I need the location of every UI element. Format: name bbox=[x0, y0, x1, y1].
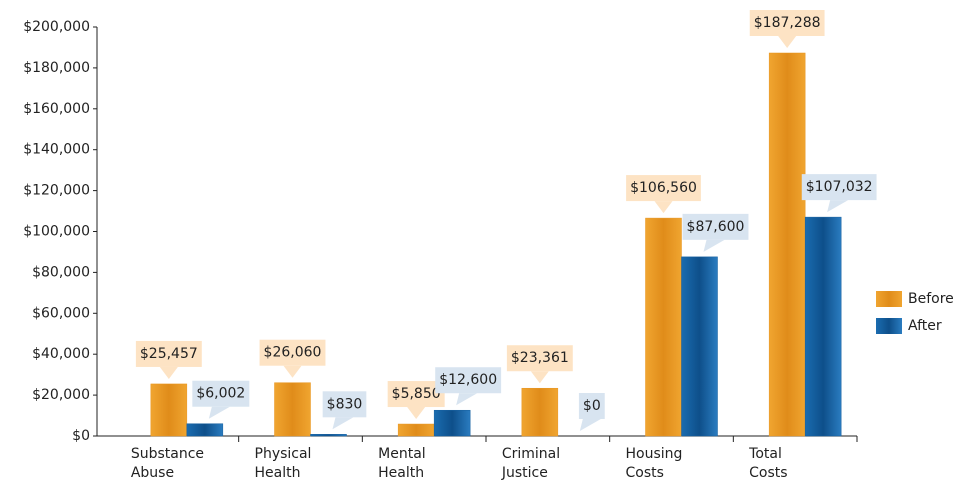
value-label: $106,560 bbox=[630, 180, 697, 196]
x-tick-line: Abuse bbox=[131, 465, 174, 481]
value-label: $5,850 bbox=[392, 386, 441, 402]
x-tick-line: Physical bbox=[255, 446, 312, 462]
x-tick-label: Criminal Justice bbox=[501, 446, 560, 481]
value-label: $12,600 bbox=[439, 372, 497, 388]
x-tick-line: Health bbox=[255, 465, 301, 481]
value-label-box bbox=[801, 174, 877, 201]
x-tick-line: Substance bbox=[131, 446, 204, 462]
y-tick-label: $20,000 bbox=[32, 387, 90, 403]
x-tick-line: Total bbox=[748, 446, 782, 462]
value-label: $830 bbox=[327, 396, 363, 412]
bar bbox=[645, 217, 682, 437]
y-tick-label: $160,000 bbox=[23, 101, 90, 117]
value-callout: $26,060 bbox=[259, 339, 326, 378]
value-label-box bbox=[322, 391, 367, 418]
value-callout: $6,002 bbox=[192, 380, 250, 419]
value-callout: $0 bbox=[578, 393, 605, 431]
x-tick-line: Justice bbox=[501, 465, 548, 481]
value-label-pointer bbox=[159, 366, 178, 379]
y-tick-label: $80,000 bbox=[32, 264, 90, 280]
value-label-pointer bbox=[703, 239, 725, 252]
value-callout: $25,457 bbox=[135, 340, 202, 379]
bar bbox=[768, 52, 806, 437]
x-tick-line: Housing bbox=[626, 446, 683, 462]
x-tick-label: Housing Costs bbox=[626, 446, 683, 481]
value-callout: $23,361 bbox=[506, 345, 573, 384]
value-label: $107,032 bbox=[806, 179, 873, 195]
bar bbox=[310, 434, 347, 437]
value-label-pointer bbox=[456, 393, 478, 406]
bar bbox=[397, 423, 435, 437]
y-tick-label: $200,000 bbox=[23, 19, 90, 35]
value-label-box bbox=[749, 9, 825, 36]
y-tick-label: $40,000 bbox=[32, 346, 90, 362]
value-label-pointer bbox=[283, 365, 302, 378]
bar bbox=[681, 256, 718, 437]
bar bbox=[521, 387, 559, 437]
value-label-box bbox=[506, 345, 573, 372]
value-callout: $5,850 bbox=[387, 381, 445, 420]
value-label-box bbox=[135, 340, 202, 367]
bar bbox=[274, 382, 311, 437]
value-label-box bbox=[435, 367, 502, 394]
x-tick-label: Total Costs bbox=[748, 446, 787, 481]
x-tick-line: Mental bbox=[378, 446, 426, 462]
legend-label: After bbox=[908, 318, 942, 334]
y-tick-label: $60,000 bbox=[32, 305, 90, 321]
value-label-pointer bbox=[654, 201, 673, 214]
value-label: $6,002 bbox=[196, 386, 245, 402]
value-label: $187,288 bbox=[754, 15, 821, 31]
value-label-pointer bbox=[778, 35, 797, 48]
x-tick-line: Costs bbox=[626, 465, 664, 481]
value-label-pointer bbox=[530, 371, 549, 384]
value-label-pointer bbox=[332, 417, 354, 430]
legend-label: Before bbox=[908, 291, 954, 307]
x-tick-label: Physical Health bbox=[255, 446, 312, 481]
value-label: $0 bbox=[583, 398, 601, 414]
value-label-box bbox=[192, 380, 250, 407]
value-callout: $12,600 bbox=[435, 367, 502, 406]
bar bbox=[433, 409, 471, 437]
value-label-pointer bbox=[208, 406, 230, 419]
bar bbox=[804, 216, 842, 437]
value-label-pointer bbox=[579, 419, 601, 431]
value-label: $25,457 bbox=[140, 346, 198, 362]
value-callout: $830 bbox=[322, 391, 367, 430]
legend-swatch bbox=[876, 318, 902, 334]
bar bbox=[186, 423, 224, 437]
y-tick-label: $0 bbox=[72, 428, 90, 444]
x-tick-line: Costs bbox=[749, 465, 787, 481]
x-tick-line: Criminal bbox=[502, 446, 560, 462]
value-callout: $107,032 bbox=[801, 174, 877, 213]
value-label: $26,060 bbox=[264, 345, 322, 361]
y-tick-label: $140,000 bbox=[23, 142, 90, 158]
value-label: $87,600 bbox=[687, 219, 745, 235]
value-callout: $187,288 bbox=[749, 9, 825, 48]
value-label: $23,361 bbox=[511, 350, 569, 366]
bar bbox=[150, 383, 188, 437]
value-label-pointer bbox=[407, 407, 426, 420]
value-label-box bbox=[578, 393, 605, 419]
value-label-box bbox=[626, 175, 701, 202]
value-label-box bbox=[259, 339, 326, 366]
x-tick-line: Health bbox=[378, 465, 424, 481]
legend-swatch bbox=[876, 291, 902, 307]
x-tick-label: Substance Abuse bbox=[131, 446, 204, 481]
value-label-box bbox=[387, 381, 445, 408]
value-callout: $106,560 bbox=[626, 175, 701, 214]
y-tick-label: $120,000 bbox=[23, 183, 90, 199]
x-tick-label: Mental Health bbox=[378, 446, 426, 481]
value-callout: $87,600 bbox=[682, 213, 749, 252]
value-label-box bbox=[682, 213, 749, 240]
y-tick-label: $180,000 bbox=[23, 60, 90, 76]
y-tick-label: $100,000 bbox=[23, 224, 90, 240]
value-label-pointer bbox=[827, 200, 849, 213]
